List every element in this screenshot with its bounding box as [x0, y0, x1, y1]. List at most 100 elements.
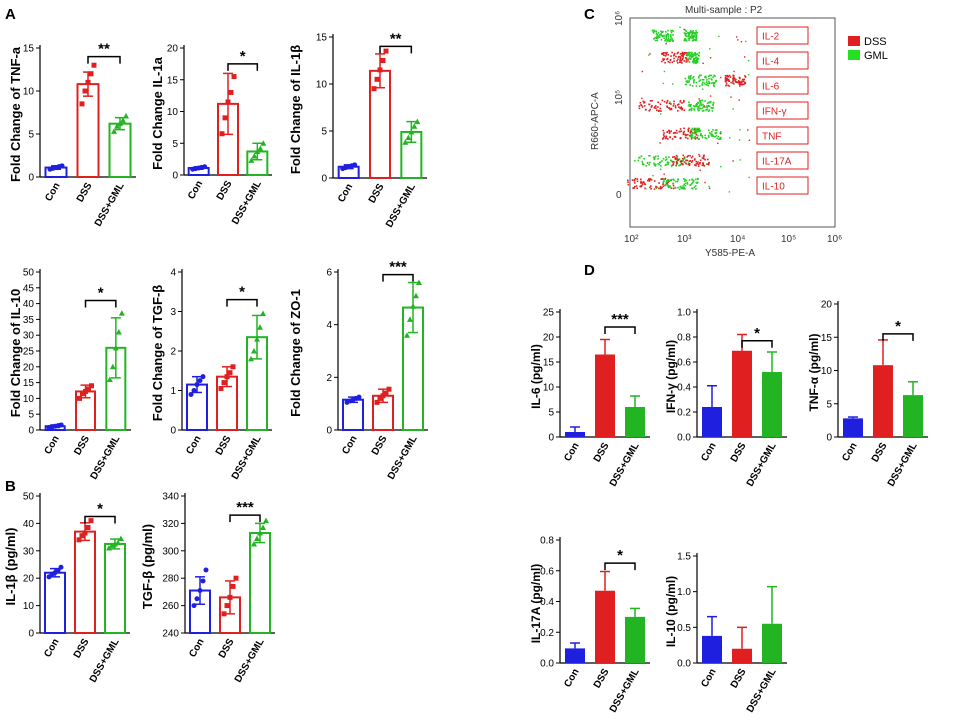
flow-event [708, 105, 711, 108]
flow-event [711, 107, 714, 109]
flow-event-sparse [738, 139, 741, 141]
flow-event [665, 156, 667, 159]
flow-event [694, 127, 697, 130]
flow-event-sparse [709, 95, 712, 97]
data-point [386, 386, 392, 392]
flow-event [663, 180, 665, 182]
y-tick-label: 0.4 [540, 597, 554, 608]
flow-event [643, 105, 646, 107]
data-point [224, 603, 230, 609]
flow-event [738, 76, 741, 79]
flow-event [706, 79, 708, 81]
flow-event [640, 155, 643, 157]
flow-event [743, 83, 745, 86]
flow-event-sparse [672, 83, 674, 85]
flow-event [676, 132, 678, 134]
flow-event [705, 137, 708, 140]
flow-gate-box [756, 26, 809, 45]
flow-event [693, 34, 695, 37]
flow-event [696, 58, 699, 61]
flow-event [676, 52, 679, 55]
flow-event [662, 58, 664, 60]
significance-label: * [617, 547, 623, 564]
flow-event [670, 164, 673, 167]
data-point [383, 390, 389, 396]
flow-event [687, 133, 689, 136]
flow-event [682, 187, 684, 189]
flow-event [657, 155, 659, 157]
category-label: DSS [214, 434, 234, 458]
flow-event [697, 102, 700, 104]
flow-event [655, 163, 657, 166]
flow-event [712, 135, 715, 138]
flow-event [708, 110, 710, 112]
flow-event [673, 135, 676, 138]
flow-event [670, 55, 672, 57]
flow-event [648, 179, 651, 181]
y-tick-label: 0 [826, 433, 832, 444]
flow-event [683, 186, 685, 189]
y-tick-label: 15 [821, 333, 833, 344]
flow-event [702, 156, 705, 158]
flow-event [653, 188, 656, 190]
flow-event [702, 103, 704, 106]
category-label: Con [187, 637, 206, 659]
y-tick-label: 5 [28, 410, 34, 421]
flow-event [706, 106, 708, 109]
data-point [202, 164, 208, 170]
flow-event [697, 76, 700, 79]
flow-event [694, 33, 696, 35]
flow-event [696, 53, 699, 55]
flow-event [695, 178, 697, 181]
flow-event [658, 161, 661, 164]
flow-event [689, 76, 692, 79]
flow-event [665, 53, 668, 56]
y-axis-label: IL-10 (pg/ml) [664, 576, 678, 647]
data-point [58, 422, 64, 428]
flow-event [670, 35, 672, 38]
flow-event [696, 31, 699, 34]
flow-event [666, 161, 669, 164]
flow-event [686, 58, 689, 61]
flow-event [664, 178, 666, 180]
flow-event [686, 35, 688, 38]
flow-event [698, 130, 701, 133]
flow-event [705, 109, 707, 111]
flow-event [744, 76, 747, 78]
flow-event [690, 36, 693, 39]
data-point [221, 611, 227, 617]
flow-event [701, 78, 704, 81]
flow-event [689, 184, 691, 187]
flow-event [703, 157, 705, 160]
flow-event [692, 77, 694, 79]
flow-event [734, 78, 737, 81]
flow-event [691, 131, 693, 134]
flow-event [658, 36, 661, 38]
y-tick-label: 10 [167, 107, 179, 118]
bar [873, 365, 893, 437]
flow-event [707, 101, 710, 104]
flow-event [707, 129, 710, 132]
flow-event [693, 129, 696, 131]
significance-label: * [240, 48, 246, 65]
flow-event [697, 106, 700, 108]
data-point [251, 152, 258, 159]
flow-event [636, 178, 639, 180]
flow-event [679, 107, 681, 109]
data-point [257, 145, 264, 151]
flow-event [648, 110, 651, 112]
flow-event [706, 158, 709, 161]
flow-event [648, 180, 651, 182]
flow-event [696, 127, 698, 130]
flow-event [695, 133, 698, 136]
flow-event [682, 163, 684, 166]
flow-event [702, 106, 705, 108]
data-point [194, 596, 200, 602]
y-axis-label: Fold Change of IL-10 [8, 289, 23, 418]
flow-event [666, 99, 669, 102]
flow-event [684, 52, 687, 54]
category-label: DSS [75, 181, 95, 205]
flow-event-sparse [719, 76, 722, 79]
